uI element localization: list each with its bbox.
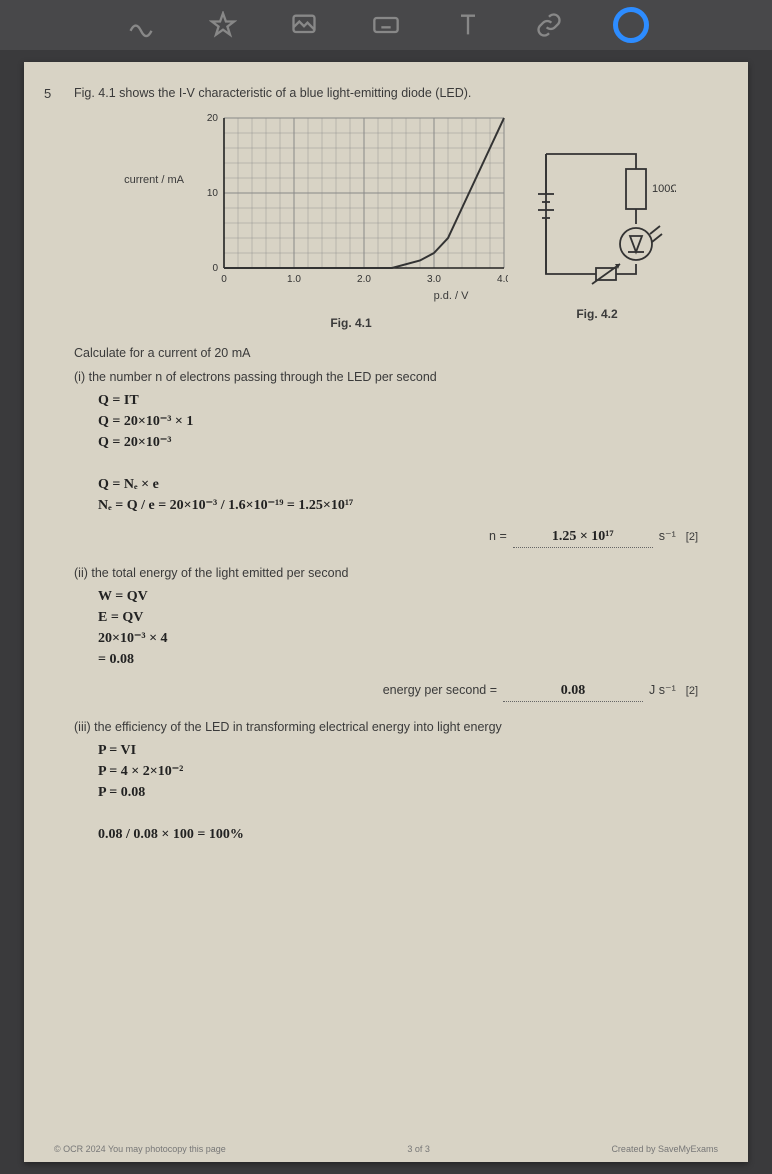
part-ii-text: (ii) the total energy of the light emitt… [74,566,718,580]
footer-mid: 3 of 3 [407,1144,430,1154]
circuit-diagram: 100Ω [526,134,676,297]
part-ii-question: the total energy of the light emitted pe… [91,566,348,580]
svg-text:20: 20 [207,114,219,124]
part-iii-question: the efficiency of the LED in transformin… [94,720,502,734]
part-ii-label: (ii) [74,566,88,580]
star-icon[interactable] [205,7,241,43]
svg-text:0: 0 [221,274,227,285]
svg-text:3.0: 3.0 [427,274,441,285]
marks-ii: [2] [686,685,698,697]
scribble-icon[interactable] [123,7,159,43]
part-ii-working: W = QVE = QV 20×10⁻³ × 4 = 0.08 [98,586,718,670]
footer-right: Created by SaveMyExams [611,1144,718,1154]
part-iii-text: (iii) the efficiency of the LED in trans… [74,720,718,734]
fig42-caption: Fig. 4.2 [518,307,676,321]
page-footer: © OCR 2024 You may photocopy this page 3… [54,1144,718,1154]
chart-container: 0 1.0 2.0 3.0 4.0 0 10 20 p.d. / V Fig. 4.1 [194,114,508,330]
intro-text: Fig. 4.1 shows the I-V characteristic of… [74,86,718,100]
part-iii-label: (iii) [74,720,91,734]
part-i-answer-line: n = 1.25 × 10¹⁷ s⁻¹ [2] [74,526,698,548]
part-i-label: (i) [74,370,85,384]
svg-text:4.0: 4.0 [497,274,508,285]
answer-value-ii: 0.08 [503,680,643,702]
question-number: 5 [44,86,51,101]
part-ii-answer-line: energy per second = 0.08 J s⁻¹ [2] [74,680,698,702]
figures-row: current / mA 0 1.0 2.0 3.0 4.0 0 10 20 p.d. / V… [114,114,718,330]
svg-text:2.0: 2.0 [357,274,371,285]
svg-text:0: 0 [212,263,218,274]
text-icon[interactable] [450,7,486,43]
part-i-question: the number n of electrons passing throug… [89,370,437,384]
svg-text:1.0: 1.0 [287,274,301,285]
svg-text:100Ω: 100Ω [652,183,676,195]
toolbar [0,0,772,50]
iv-chart: 0 1.0 2.0 3.0 4.0 0 10 20 [194,114,508,288]
part-i-text: (i) the number n of electrons passing th… [74,370,718,384]
y-axis-label: current / mA [114,174,184,186]
keyboard-icon[interactable] [368,7,404,43]
marks-i: [2] [686,531,698,543]
answer-unit-i: s⁻¹ [659,528,676,543]
answer-value-i: 1.25 × 10¹⁷ [513,526,653,548]
svg-text:10: 10 [207,188,219,199]
footer-left: © OCR 2024 You may photocopy this page [54,1144,226,1154]
answer-unit-ii: J s⁻¹ [649,682,676,697]
image-icon[interactable] [286,7,322,43]
part-i-working: Q = ITQ = 20×10⁻³ × 1Q = 20×10⁻³ Q = Nₑ … [98,390,718,516]
part-iii-working: P = VIP = 4 × 2×10⁻²P = 0.08 0.08 / 0.08… [98,740,718,845]
worksheet-page: 5 Fig. 4.1 shows the I-V characteristic … [24,62,748,1162]
fig41-caption: Fig. 4.1 [330,316,371,330]
x-axis-label: p.d. / V [434,290,469,302]
answer-label-i: n = [489,529,507,543]
link-icon[interactable] [531,7,567,43]
color-ring-icon[interactable] [613,7,649,43]
calculate-prompt: Calculate for a current of 20 mA [74,346,718,360]
answer-label-ii: energy per second = [383,683,497,697]
circuit-container: 100Ω Fig. 4.2 [518,114,676,321]
